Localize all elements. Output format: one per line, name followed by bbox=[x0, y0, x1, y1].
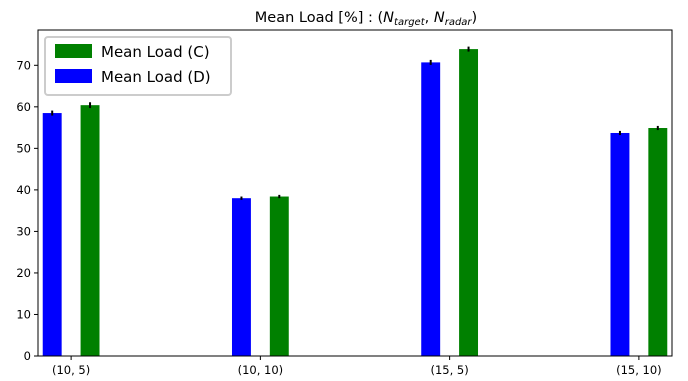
y-tick-label: 40 bbox=[16, 183, 31, 197]
y-tick-label: 30 bbox=[16, 224, 31, 238]
title-prefix: Mean Load [%] : ( bbox=[255, 10, 383, 26]
y-tick-label: 50 bbox=[16, 141, 31, 155]
title-subscript-radar: radar bbox=[445, 17, 473, 28]
y-tick-label: 0 bbox=[24, 349, 31, 363]
bar bbox=[80, 105, 100, 357]
title-subscript-target: target bbox=[394, 17, 426, 28]
title-separator: , bbox=[425, 10, 434, 26]
title-n-target: N bbox=[383, 10, 394, 26]
legend-label: Mean Load (C) bbox=[101, 43, 210, 61]
y-tick-label: 60 bbox=[16, 100, 31, 114]
bar bbox=[648, 128, 668, 356]
title-suffix: ) bbox=[472, 10, 478, 26]
bar bbox=[459, 49, 479, 357]
legend-swatch bbox=[55, 44, 92, 58]
plot-frame bbox=[37, 29, 673, 357]
y-tick-label: 70 bbox=[16, 58, 31, 72]
y-tick-label: 20 bbox=[16, 266, 31, 280]
y-axis: 0 10 20 30 40 50 60 70 bbox=[16, 58, 38, 363]
x-tick-label: (15, 5) bbox=[431, 363, 469, 377]
legend: Mean Load (C) Mean Load (D) bbox=[44, 36, 232, 96]
bar bbox=[42, 113, 62, 356]
legend-swatch bbox=[55, 69, 92, 83]
bar bbox=[231, 198, 251, 356]
bars-layer bbox=[42, 49, 668, 357]
bar bbox=[421, 62, 441, 356]
bar bbox=[269, 196, 289, 356]
errorbars-layer bbox=[51, 46, 659, 200]
chart-title: Mean Load [%] : (Ntarget, Nradar) bbox=[255, 10, 477, 28]
title-n-radar: N bbox=[434, 10, 445, 26]
legend-label: Mean Load (D) bbox=[101, 68, 211, 86]
x-tick-label: (15, 10) bbox=[616, 363, 662, 377]
bar bbox=[610, 132, 630, 356]
y-tick-label: 10 bbox=[16, 307, 31, 321]
x-tick-label: (10, 10) bbox=[238, 363, 284, 377]
x-tick-label: (10, 5) bbox=[52, 363, 90, 377]
x-axis: (10, 5) (10, 10) (15, 5) (15, 10) bbox=[52, 356, 662, 377]
